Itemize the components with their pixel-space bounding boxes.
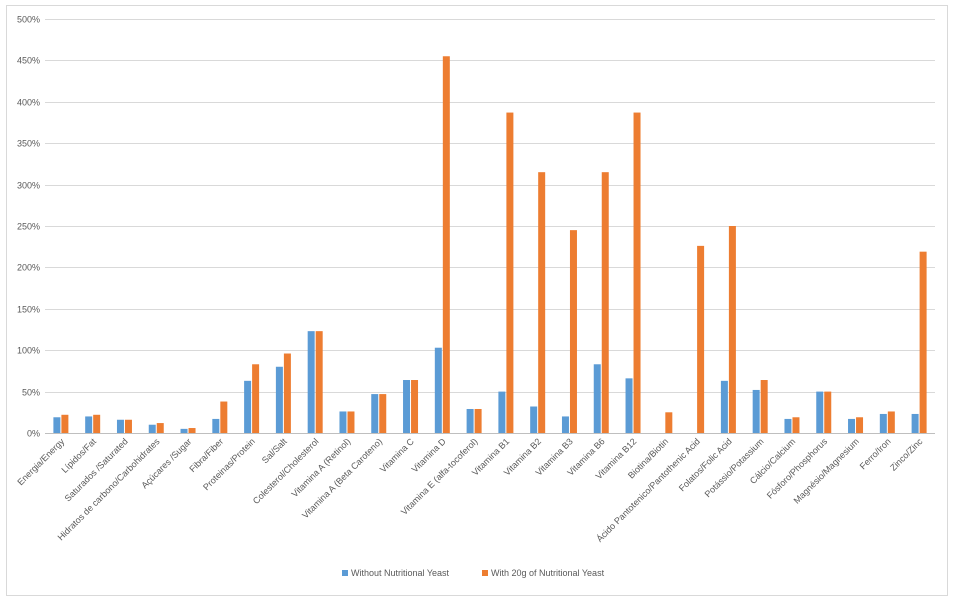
y-tick-label: 300% [17, 181, 40, 191]
bar-with-20g-of-nutritional-yeast-biotina-biotin [665, 412, 673, 433]
bar-with-20g-of-nutritional-yeast-sal-salt [283, 353, 291, 433]
bar-with-20g-of-nutritional-yeast-proteinas-protein [252, 364, 260, 433]
legend-label-without-nutritional-yeast: Without Nutritional Yeast [351, 568, 450, 578]
bar-with-20g-of-nutritional-yeast-potassio-potassium [760, 380, 768, 433]
y-tick-label: 150% [17, 305, 40, 315]
bar-with-20g-of-nutritional-yeast-hidratos-de-carbono-carbohidrates [156, 423, 164, 433]
bar-with-20g-of-nutritional-yeast-fosforo-phosphorus [824, 391, 832, 433]
bar-without-nutritional-yeast-zinco-zinc [911, 413, 919, 433]
bar-without-nutritional-yeast-colesterol-cholesterol [307, 331, 315, 433]
bar-with-20g-of-nutritional-yeast-vitamina-b6 [601, 172, 609, 433]
bar-with-20g-of-nutritional-yeast-energia-energy [61, 414, 69, 433]
bar-without-nutritional-yeast-fosforo-phosphorus [816, 391, 824, 433]
bar-with-20g-of-nutritional-yeast-vitamina-b3 [569, 230, 577, 433]
bar-without-nutritional-yeast-vitamina-b6 [593, 364, 601, 433]
bar-without-nutritional-yeast-saturados-saturated [116, 419, 124, 433]
y-tick-label: 0% [27, 429, 40, 439]
bar-without-nutritional-yeast-fibra-fiber [212, 418, 220, 433]
bar-without-nutritional-yeast-sal-salt [275, 366, 283, 433]
bar-with-20g-of-nutritional-yeast-vitamina-a-beta-caroteno [379, 394, 387, 433]
bar-without-nutritional-yeast-hidratos-de-carbono-carbohidrates [148, 424, 156, 433]
bar-without-nutritional-yeast-vitamina-b12 [625, 378, 633, 433]
bar-with-20g-of-nutritional-yeast-ferro-iron [887, 411, 895, 433]
bar-with-20g-of-nutritional-yeast-fibra-fiber [220, 401, 228, 433]
y-tick-label: 500% [17, 15, 40, 25]
y-tick-label: 50% [22, 388, 40, 398]
bar-without-nutritional-yeast-vitamina-d [434, 347, 442, 433]
bar-without-nutritional-yeast-lipidos-fat [85, 416, 93, 433]
bar-with-20g-of-nutritional-yeast-zinco-zinc [919, 251, 927, 433]
bar-without-nutritional-yeast-vitamina-b1 [498, 391, 506, 433]
bar-with-20g-of-nutritional-yeast-vitamina-b12 [633, 112, 641, 434]
bar-with-20g-of-nutritional-yeast-lipidos-fat [93, 414, 101, 433]
bar-with-20g-of-nutritional-yeast-vitamina-c [411, 380, 419, 433]
bar-without-nutritional-yeast-magnesio-magnesium [848, 418, 856, 433]
category-label-fosforo-phosphorus: Fósforo/Phosphorus [765, 436, 830, 501]
y-tick-label: 450% [17, 56, 40, 66]
y-tick-label: 400% [17, 98, 40, 108]
legend-label-with-20g-of-nutritional-yeast: With 20g of Nutritional Yeast [491, 568, 605, 578]
bar-without-nutritional-yeast-vitamina-b3 [561, 416, 569, 433]
category-label-sal-salt: Sal/Salt [260, 436, 289, 465]
legend-swatch-with-20g-of-nutritional-yeast [482, 570, 488, 576]
bar-with-20g-of-nutritional-yeast-vitamina-b1 [506, 112, 514, 434]
category-label-zinco-zinc: Zinco/Zinc [888, 436, 925, 473]
bar-without-nutritional-yeast-vitamina-e-alfa-tocoferol [466, 408, 474, 433]
bar-with-20g-of-nutritional-yeast-saturados-saturated [124, 419, 132, 433]
category-label-energia-energy: Energia/Energy [15, 436, 66, 487]
y-tick-label: 100% [17, 346, 40, 356]
chart-area [6, 5, 948, 596]
bar-without-nutritional-yeast-energia-energy [53, 417, 61, 433]
bar-with-20g-of-nutritional-yeast-vitamina-e-alfa-tocoferol [474, 408, 482, 433]
bar-with-20g-of-nutritional-yeast-folatos-folic-acid [728, 226, 736, 433]
bar-without-nutritional-yeast-proteinas-protein [244, 380, 252, 433]
bar-without-nutritional-yeast-vitamina-a-retinol [339, 411, 347, 433]
y-tick-label: 250% [17, 222, 40, 232]
bar-without-nutritional-yeast-vitamina-a-beta-caroteno [371, 394, 379, 433]
y-tick-label: 350% [17, 139, 40, 149]
y-tick-label: 200% [17, 263, 40, 273]
bar-without-nutritional-yeast-acucares-sugar [180, 428, 188, 433]
bar-without-nutritional-yeast-ferro-iron [879, 413, 887, 433]
bar-without-nutritional-yeast-vitamina-c [403, 380, 411, 433]
bar-without-nutritional-yeast-potassio-potassium [752, 389, 760, 433]
bar-with-20g-of-nutritional-yeast-vitamina-d [442, 56, 450, 433]
bar-with-20g-of-nutritional-yeast-colesterol-cholesterol [315, 331, 323, 433]
bar-with-20g-of-nutritional-yeast-vitamina-a-retinol [347, 411, 355, 433]
bar-with-20g-of-nutritional-yeast-magnesio-magnesium [856, 417, 864, 433]
category-label-vitamina-a-retinol: Vitamina A (Retinol) [290, 436, 353, 499]
bar-with-20g-of-nutritional-yeast-vitamina-b2 [538, 172, 546, 433]
bar-with-20g-of-nutritional-yeast-acucares-sugar [188, 428, 196, 433]
bar-with-20g-of-nutritional-yeast-calcio-calcium [792, 417, 800, 433]
bar-without-nutritional-yeast-vitamina-b2 [530, 406, 538, 433]
legend-swatch-without-nutritional-yeast [342, 570, 348, 576]
category-label-magnesio-magnesium: Magnésio/Magnesium [792, 436, 861, 505]
bar-with-20g-of-nutritional-yeast-acido-pantotenico-pantothenic-acid [697, 245, 705, 433]
category-label-potassio-potassium: Potássio/Potassium [703, 436, 766, 499]
bar-without-nutritional-yeast-calcio-calcium [784, 418, 792, 433]
bar-without-nutritional-yeast-folatos-folic-acid [720, 380, 728, 433]
